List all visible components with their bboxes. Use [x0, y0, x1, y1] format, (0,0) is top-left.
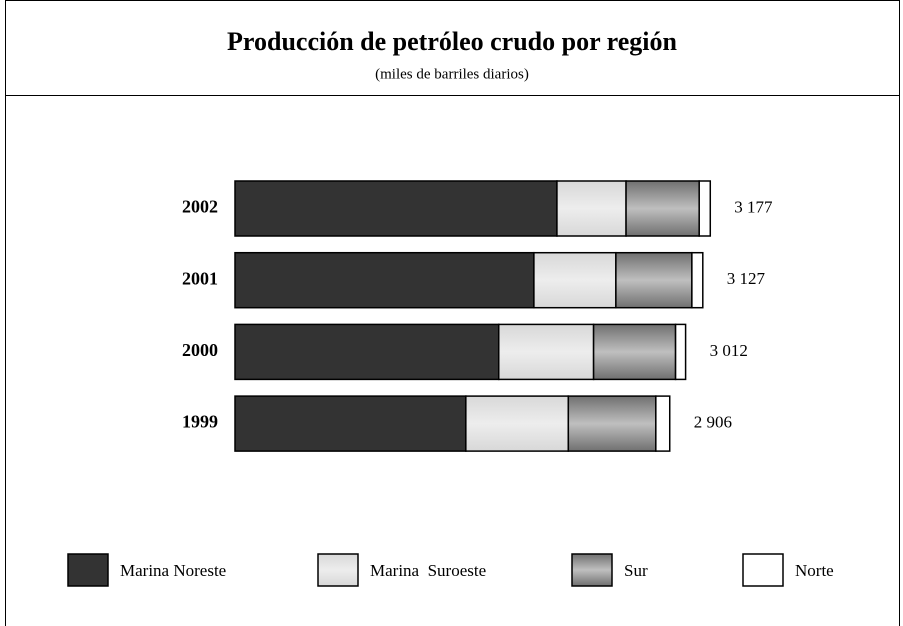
- bar-segment: [497, 323, 595, 381]
- bar-segment: [234, 323, 500, 381]
- y-tick-label: 2000: [182, 340, 218, 360]
- legend-swatch: [67, 553, 109, 587]
- bar-segment: [234, 180, 558, 237]
- bar-segment: [533, 251, 617, 309]
- y-tick-label: 2001: [182, 268, 218, 288]
- legend-swatch: [317, 553, 359, 587]
- legend-swatch: [571, 553, 613, 587]
- legend-label: Marina Suroeste: [370, 561, 486, 580]
- total-label: 3 127: [727, 269, 766, 288]
- bar-segment: [556, 180, 627, 237]
- bar-segment: [465, 395, 570, 452]
- bar-segment: [592, 323, 677, 381]
- bar-segment: [234, 395, 467, 452]
- legend-label: Norte: [795, 561, 834, 580]
- bar-segment: [615, 251, 693, 309]
- total-label: 3 177: [734, 197, 773, 216]
- y-tick-label: 2002: [182, 197, 218, 217]
- legend-swatch: [742, 553, 784, 587]
- bar-segment: [234, 251, 535, 309]
- total-label: 3 012: [710, 341, 748, 360]
- bar-segment: [567, 395, 657, 452]
- chart-title: Producción de petróleo crudo por región: [227, 27, 677, 56]
- bar-segment: [698, 180, 712, 237]
- bar-segment: [674, 323, 687, 381]
- chart-subtitle: (miles de barriles diarios): [375, 66, 529, 82]
- legend-label: Marina Noreste: [120, 561, 226, 580]
- total-label: 2 906: [694, 413, 732, 432]
- legend-label: Sur: [624, 561, 648, 580]
- bar-segment: [691, 251, 704, 309]
- frame: [5, 0, 900, 626]
- y-tick-label: 1999: [182, 412, 218, 432]
- bar-segment: [625, 180, 700, 237]
- bar-segment: [655, 395, 671, 452]
